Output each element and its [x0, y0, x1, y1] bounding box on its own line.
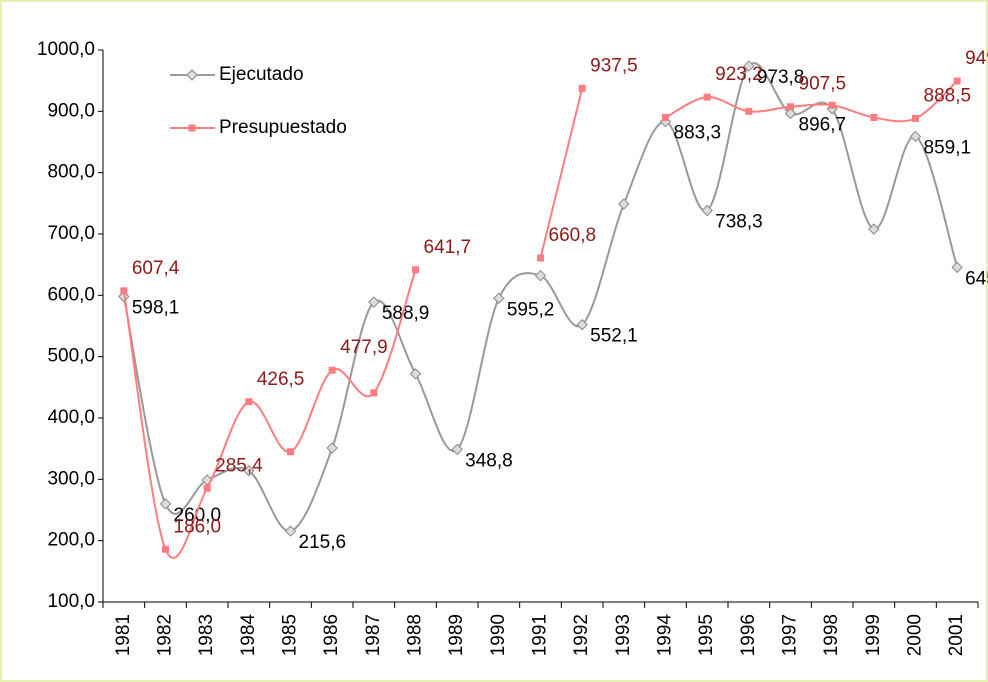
point-marker	[578, 84, 586, 92]
y-tick-label: 100,0	[47, 591, 95, 612]
x-tick-label: 1997	[780, 614, 801, 656]
y-tick-label: 300,0	[47, 468, 95, 489]
data-label: 738,3	[715, 212, 763, 233]
data-label: 645,6	[965, 268, 988, 289]
x-tick-label: 1981	[113, 614, 134, 656]
x-tick-label: 1993	[613, 614, 634, 656]
x-tick-label: 1994	[655, 614, 676, 657]
point-marker	[120, 287, 128, 295]
point-marker	[328, 366, 336, 374]
point-marker	[162, 545, 169, 553]
x-tick-label: 1986	[321, 614, 342, 656]
x-tick-label: 1998	[821, 614, 842, 656]
point-marker	[576, 319, 588, 331]
data-label: 552,1	[590, 326, 638, 347]
y-tick-label: 400,0	[47, 407, 95, 428]
point-marker	[537, 254, 544, 262]
y-tick-label: 700,0	[47, 223, 95, 244]
data-label: 598,1	[132, 298, 180, 319]
point-marker	[953, 77, 961, 85]
data-label: 937,5	[590, 55, 638, 76]
y-tick-label: 600,0	[47, 284, 95, 305]
data-label: 923,2	[715, 64, 763, 85]
data-label: 607,4	[132, 258, 180, 279]
data-label: 660,8	[549, 225, 597, 246]
data-label: 588,9	[382, 303, 430, 324]
data-label: 426,5	[257, 369, 305, 390]
x-tick-label: 2001	[946, 614, 967, 656]
x-tick-label: 1987	[363, 614, 384, 656]
point-marker	[203, 484, 211, 492]
y-tick-label: 800,0	[47, 162, 95, 183]
data-label: 883,3	[674, 123, 722, 144]
data-label: 973,8	[757, 67, 805, 88]
point-marker	[284, 525, 297, 537]
y-tick-label: 1000,0	[37, 39, 95, 60]
x-tick-label: 1991	[530, 614, 551, 656]
legend-label: Presupuestado	[219, 117, 347, 138]
x-tick-label: 1992	[571, 614, 592, 656]
x-tick-label: 1983	[196, 614, 217, 656]
data-label: 477,9	[340, 337, 388, 358]
y-tick-label: 200,0	[47, 530, 95, 551]
point-marker	[909, 130, 922, 143]
legend-marker	[186, 69, 198, 81]
point-marker	[868, 223, 880, 235]
point-marker	[409, 368, 422, 380]
point-marker	[326, 442, 338, 454]
point-marker	[370, 389, 378, 397]
point-marker	[368, 296, 380, 308]
point-marker	[287, 448, 294, 456]
point-marker	[703, 93, 711, 101]
point-marker	[951, 261, 963, 274]
x-tick-label: 1995	[696, 614, 717, 656]
point-marker	[743, 60, 755, 72]
data-label: 348,8	[465, 450, 513, 471]
x-tick-label: 1990	[488, 614, 509, 656]
x-tick-label: 1984	[238, 614, 259, 657]
point-marker	[618, 198, 630, 210]
x-tick-label: 1989	[446, 614, 467, 656]
data-label: 186,0	[174, 516, 222, 537]
data-label: 896,7	[799, 114, 847, 135]
point-marker	[245, 398, 253, 406]
point-marker	[745, 107, 753, 115]
y-tick-label: 500,0	[47, 346, 95, 367]
data-label: 888,5	[924, 85, 972, 106]
data-label: 641,7	[424, 237, 472, 258]
point-marker	[243, 465, 255, 477]
x-tick-label: 1982	[155, 614, 176, 656]
legend-label: Ejecutado	[219, 64, 304, 85]
point-marker	[828, 101, 836, 109]
point-marker	[412, 266, 419, 274]
data-label: 949,4	[965, 48, 988, 69]
data-label: 907,5	[799, 74, 847, 95]
point-marker	[159, 498, 172, 510]
x-tick-label: 2000	[905, 614, 926, 656]
point-marker	[493, 292, 505, 304]
legend-marker	[188, 124, 196, 132]
x-tick-label: 1988	[405, 614, 426, 656]
data-label: 859,1	[924, 137, 972, 158]
x-tick-label: 1999	[863, 614, 884, 656]
point-marker	[787, 103, 794, 111]
x-tick-label: 1985	[280, 614, 301, 656]
data-label: 260,0	[174, 505, 222, 526]
point-marker	[451, 443, 463, 456]
point-marker	[784, 107, 797, 120]
data-label: 215,6	[299, 532, 347, 553]
point-marker	[701, 204, 713, 217]
x-tick-label: 1996	[738, 614, 759, 656]
point-marker	[662, 113, 669, 121]
y-tick-label: 900,0	[47, 100, 95, 121]
data-label: 285,4	[215, 455, 263, 476]
point-marker	[912, 114, 919, 122]
point-marker	[870, 113, 878, 121]
data-label: 595,2	[507, 299, 555, 320]
point-marker	[534, 269, 547, 282]
